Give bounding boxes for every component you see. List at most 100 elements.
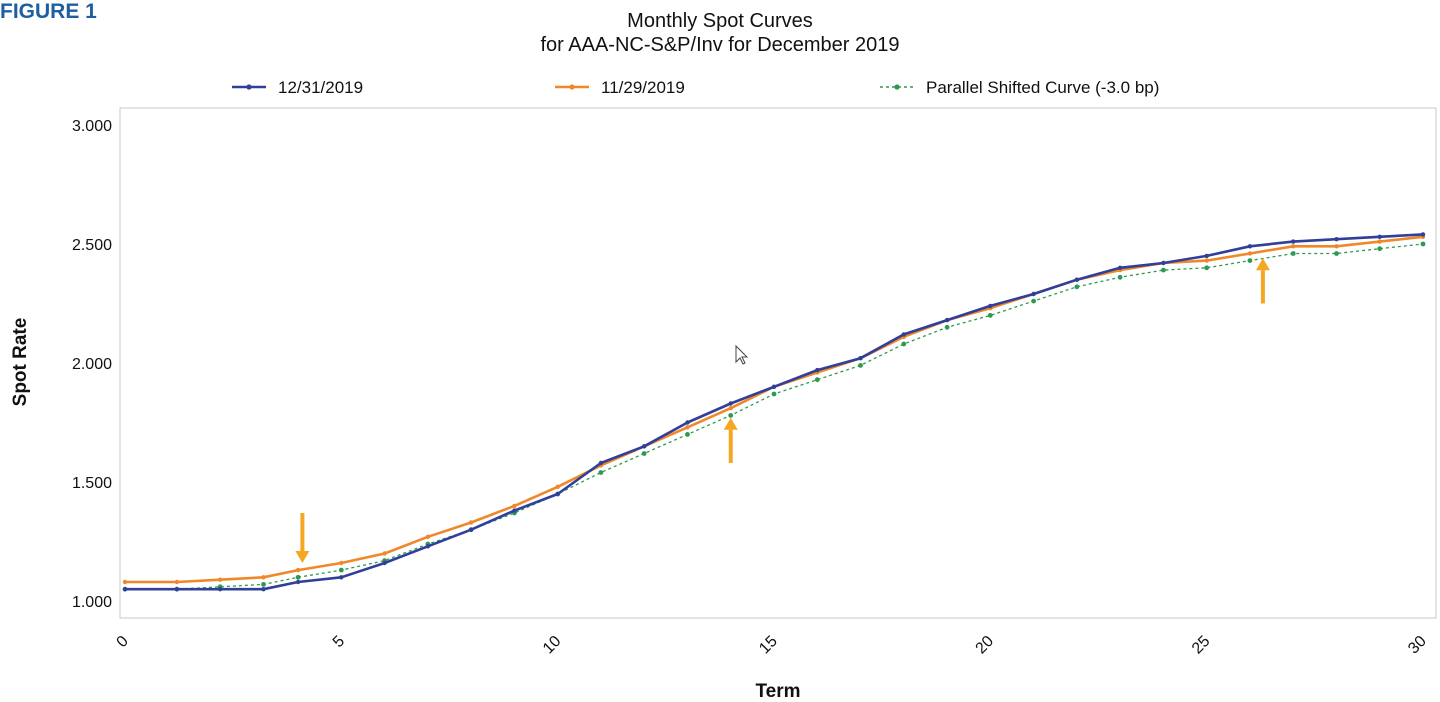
- legend-label: 11/29/2019: [601, 78, 685, 97]
- data-point: [944, 324, 950, 330]
- x-axis-label: Term: [755, 681, 800, 702]
- data-point: [1334, 251, 1339, 256]
- data-point: [1031, 298, 1036, 304]
- data-point: [1204, 258, 1209, 263]
- data-point: [771, 384, 777, 389]
- arrow-annotation-icon: [1255, 258, 1270, 271]
- plot-area: [119, 107, 1437, 619]
- x-axis: 0 5 10 15 20 25 30: [114, 633, 1430, 658]
- data-point: [728, 406, 733, 411]
- data-point: [685, 420, 690, 425]
- data-point: [122, 587, 128, 592]
- x-tick-label: 25: [1189, 633, 1214, 658]
- chart-title: Monthly Spot Curves: [627, 10, 813, 32]
- data-point: [1204, 253, 1209, 259]
- data-point: [512, 508, 517, 513]
- data-point: [1290, 251, 1296, 256]
- data-point: [1247, 258, 1253, 263]
- data-point: [1334, 244, 1339, 249]
- data-point: [901, 332, 906, 337]
- legend-marker: [246, 84, 252, 90]
- data-point: [1377, 239, 1382, 244]
- data-point: [1247, 251, 1253, 256]
- x-tick-label: 20: [973, 633, 998, 658]
- data-point: [728, 413, 734, 418]
- data-point: [295, 579, 301, 585]
- series-group: [122, 232, 1426, 592]
- data-point: [339, 575, 344, 580]
- arrow-annotation-icon: [723, 417, 738, 430]
- data-point: [1074, 277, 1080, 282]
- data-point: [1161, 260, 1166, 266]
- data-point: [555, 491, 560, 497]
- arrow-annotation-icon: [295, 551, 310, 563]
- data-point: [598, 460, 604, 466]
- data-point: [174, 579, 180, 585]
- data-point: [858, 356, 863, 361]
- chart-subtitle: for AAA-NC-S&P/Inv for December 2019: [540, 34, 899, 56]
- data-point: [555, 484, 560, 489]
- data-point: [468, 527, 474, 532]
- x-tick-label: 5: [330, 633, 348, 651]
- data-point: [685, 432, 690, 437]
- data-point: [901, 341, 907, 347]
- data-point: [295, 574, 301, 580]
- y-axis-label: Spot Rate: [10, 318, 31, 407]
- data-point: [382, 560, 387, 566]
- x-tick-label: 30: [1405, 633, 1430, 658]
- annotations-group: [295, 258, 1270, 563]
- data-point: [1291, 244, 1296, 249]
- data-point: [425, 534, 431, 539]
- data-point: [382, 551, 387, 556]
- legend-marker: [569, 84, 575, 90]
- data-point: [988, 303, 993, 309]
- series-line: [125, 235, 1424, 584]
- data-point: [338, 567, 344, 573]
- data-point: [1117, 265, 1123, 270]
- data-point: [814, 377, 820, 383]
- data-point: [858, 363, 863, 368]
- x-tick-label: 15: [756, 633, 781, 658]
- data-point: [641, 451, 647, 456]
- data-point: [815, 367, 820, 373]
- data-point: [425, 544, 431, 549]
- data-point: [1377, 246, 1383, 252]
- data-point: [1420, 241, 1426, 247]
- series-line: [125, 243, 1424, 590]
- data-point: [1204, 265, 1210, 271]
- data-point: [512, 503, 517, 509]
- y-tick-label: 3.000: [72, 118, 112, 135]
- y-tick-label: 1.500: [72, 475, 112, 492]
- data-point: [218, 577, 223, 582]
- legend-marker: [894, 84, 900, 90]
- x-tick-label: 0: [114, 633, 132, 651]
- data-point: [728, 401, 733, 406]
- data-point: [174, 587, 180, 592]
- legend-label: Parallel Shifted Curve (-3.0 bp): [926, 78, 1159, 97]
- data-point: [1161, 267, 1166, 273]
- series-line: [125, 233, 1424, 591]
- data-point: [261, 582, 266, 587]
- legend: 12/31/2019 11/29/2019 Parallel Shifted Cur…: [232, 78, 1159, 97]
- data-point: [295, 567, 301, 573]
- data-point: [1420, 232, 1426, 237]
- data-point: [1074, 284, 1080, 290]
- data-point: [261, 575, 266, 580]
- data-point: [468, 520, 474, 525]
- data-point: [1247, 244, 1253, 249]
- y-axis: 1.000 1.500 2.000 2.500 3.000: [72, 118, 112, 611]
- y-tick-label: 2.500: [72, 237, 112, 254]
- data-point: [1031, 291, 1036, 297]
- data-point: [944, 317, 950, 323]
- figure-label: FIGURE 1: [0, 0, 97, 23]
- data-point: [1334, 237, 1339, 242]
- y-tick-label: 2.000: [72, 356, 112, 373]
- data-point: [218, 587, 223, 592]
- data-point: [987, 313, 993, 318]
- data-point: [642, 444, 647, 449]
- data-point: [1291, 239, 1296, 244]
- data-point: [122, 579, 128, 585]
- mouse-cursor-icon: [735, 344, 749, 365]
- data-point: [261, 587, 266, 592]
